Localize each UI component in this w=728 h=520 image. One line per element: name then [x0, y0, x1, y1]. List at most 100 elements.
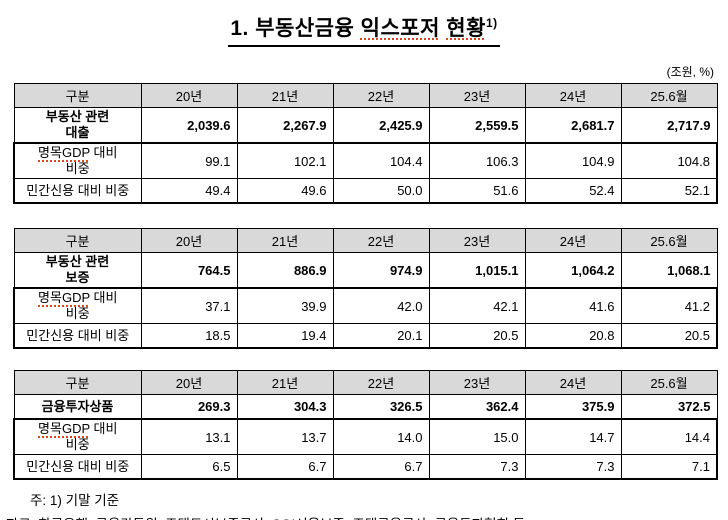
table-1: 구분 20년 21년 22년 23년 24년 25.6월 부동산 관련 대출 2,039.6 2,2… — [13, 83, 718, 204]
table-row: 명목GDP 대비 비중 99.1 102.1 104.4 106.3 104.9 104.8 — [13, 142, 718, 179]
value-cell: 1,068.1 — [620, 252, 718, 289]
value-cell: 764.5 — [140, 252, 238, 289]
column-header-year: 22년 — [332, 370, 430, 395]
value-cell: 304.3 — [236, 394, 334, 420]
value-cell: 7.1 — [620, 454, 718, 480]
value-cell: 2,039.6 — [140, 107, 238, 144]
value-cell: 14.7 — [524, 418, 622, 455]
value-cell: 50.0 — [332, 178, 430, 204]
value-cell: 2,717.9 — [620, 107, 718, 144]
value-cell: 52.1 — [620, 178, 718, 204]
column-header-year: 23년 — [428, 83, 526, 108]
value-cell: 18.5 — [140, 323, 238, 349]
value-cell: 326.5 — [332, 394, 430, 420]
value-cell: 372.5 — [620, 394, 718, 420]
column-header-year: 23년 — [428, 228, 526, 253]
row-label: 명목GDP 대비 비중 — [13, 142, 142, 179]
value-cell: 7.3 — [524, 454, 622, 480]
column-header-year: 21년 — [236, 228, 334, 253]
table-row: 민간신용 대비 비중 49.4 49.6 50.0 51.6 52.4 52.1 — [13, 178, 718, 204]
value-cell: 20.1 — [332, 323, 430, 349]
row-label: 부동산 관련 대출 — [13, 107, 142, 144]
header-row: 구분 20년 21년 22년 23년 24년 25.6월 — [13, 228, 718, 253]
value-cell: 104.9 — [524, 142, 622, 179]
value-cell: 7.3 — [428, 454, 526, 480]
value-cell: 51.6 — [428, 178, 526, 204]
document-page: 1. 부동산금융 익스포저 현황1) (조원, %) 구분 20년 21년 22년 23… — [0, 12, 728, 520]
page-title: 1. 부동산금융 익스포저 현황1) — [228, 12, 500, 47]
table-row: 부동산 관련 보증 764.5 886.9 974.9 1,015.1 1,064.2 1,0… — [13, 252, 718, 289]
value-cell: 6.5 — [140, 454, 238, 480]
value-cell: 102.1 — [236, 142, 334, 179]
table-3: 구분 20년 21년 22년 23년 24년 25.6월 금융투자상품 269.3 304.3 32… — [13, 370, 718, 480]
value-cell: 104.4 — [332, 142, 430, 179]
value-cell: 2,681.7 — [524, 107, 622, 144]
title-word: 1. 부동산금융 — [230, 17, 361, 40]
row-label: 민간신용 대비 비중 — [13, 454, 142, 480]
value-cell: 6.7 — [332, 454, 430, 480]
column-header-year: 20년 — [140, 83, 238, 108]
page-title-text: 1. 부동산금융 익스포저 현황 — [230, 17, 486, 40]
value-cell: 42.0 — [332, 287, 430, 324]
title-word: 익스포저 — [360, 17, 440, 40]
column-header-year: 21년 — [236, 83, 334, 108]
table-row: 민간신용 대비 비중 6.5 6.7 6.7 7.3 7.3 7.1 — [13, 454, 718, 480]
row-label: 부동산 관련 보증 — [13, 252, 142, 289]
header-row: 구분 20년 21년 22년 23년 24년 25.6월 — [13, 83, 718, 108]
value-cell: 19.4 — [236, 323, 334, 349]
value-cell: 37.1 — [140, 287, 238, 324]
value-cell: 41.2 — [620, 287, 718, 324]
value-cell: 41.6 — [524, 287, 622, 324]
unit-label: (조원, %) — [666, 65, 714, 79]
title-wrap: 1. 부동산금융 익스포저 현황1) — [0, 12, 728, 47]
value-cell: 1,015.1 — [428, 252, 526, 289]
value-cell: 269.3 — [140, 394, 238, 420]
value-cell: 99.1 — [140, 142, 238, 179]
column-header-category: 구분 — [13, 228, 142, 253]
row-label: 민간신용 대비 비중 — [13, 323, 142, 349]
value-cell: 13.1 — [140, 418, 238, 455]
column-header-category: 구분 — [13, 370, 142, 395]
value-cell: 2,425.9 — [332, 107, 430, 144]
column-header-year: 20년 — [140, 228, 238, 253]
value-cell: 52.4 — [524, 178, 622, 204]
row-label: 금융투자상품 — [13, 394, 142, 420]
column-header-year: 23년 — [428, 370, 526, 395]
value-cell: 13.7 — [236, 418, 334, 455]
header-row: 구분 20년 21년 22년 23년 24년 25.6월 — [13, 370, 718, 395]
value-cell: 49.6 — [236, 178, 334, 204]
value-cell: 362.4 — [428, 394, 526, 420]
value-cell: 42.1 — [428, 287, 526, 324]
row-label: 민간신용 대비 비중 — [13, 178, 142, 204]
value-cell: 2,559.5 — [428, 107, 526, 144]
value-cell: 20.5 — [428, 323, 526, 349]
table-row: 금융투자상품 269.3 304.3 326.5 362.4 375.9 372.5 — [13, 394, 718, 420]
value-cell: 6.7 — [236, 454, 334, 480]
column-header-year: 22년 — [332, 228, 430, 253]
column-header-year: 24년 — [524, 370, 622, 395]
value-cell: 1,064.2 — [524, 252, 622, 289]
table-row: 민간신용 대비 비중 18.5 19.4 20.1 20.5 20.8 20.5 — [13, 323, 718, 349]
value-cell: 375.9 — [524, 394, 622, 420]
value-cell: 2,267.9 — [236, 107, 334, 144]
column-header-year: 25.6월 — [620, 83, 718, 108]
value-cell: 15.0 — [428, 418, 526, 455]
column-header-year: 20년 — [140, 370, 238, 395]
table-2: 구분 20년 21년 22년 23년 24년 25.6월 부동산 관련 보증 764.5 886.9… — [13, 228, 718, 349]
column-header-year: 25.6월 — [620, 370, 718, 395]
spellcheck-word: 명목GDP — [38, 421, 90, 437]
value-cell: 106.3 — [428, 142, 526, 179]
value-cell: 20.5 — [620, 323, 718, 349]
column-header-category: 구분 — [13, 83, 142, 108]
value-cell: 886.9 — [236, 252, 334, 289]
row-label: 명목GDP 대비 비중 — [13, 418, 142, 455]
row-label: 명목GDP 대비 비중 — [13, 287, 142, 324]
value-cell: 39.9 — [236, 287, 334, 324]
column-header-year: 24년 — [524, 83, 622, 108]
value-cell: 974.9 — [332, 252, 430, 289]
title-footnote-ref: 1) — [485, 16, 498, 30]
table-row: 명목GDP 대비 비중 37.1 39.9 42.0 42.1 41.6 41.2 — [13, 287, 718, 324]
column-header-year: 25.6월 — [620, 228, 718, 253]
value-cell: 14.4 — [620, 418, 718, 455]
spellcheck-word: 명목GDP — [38, 290, 90, 306]
